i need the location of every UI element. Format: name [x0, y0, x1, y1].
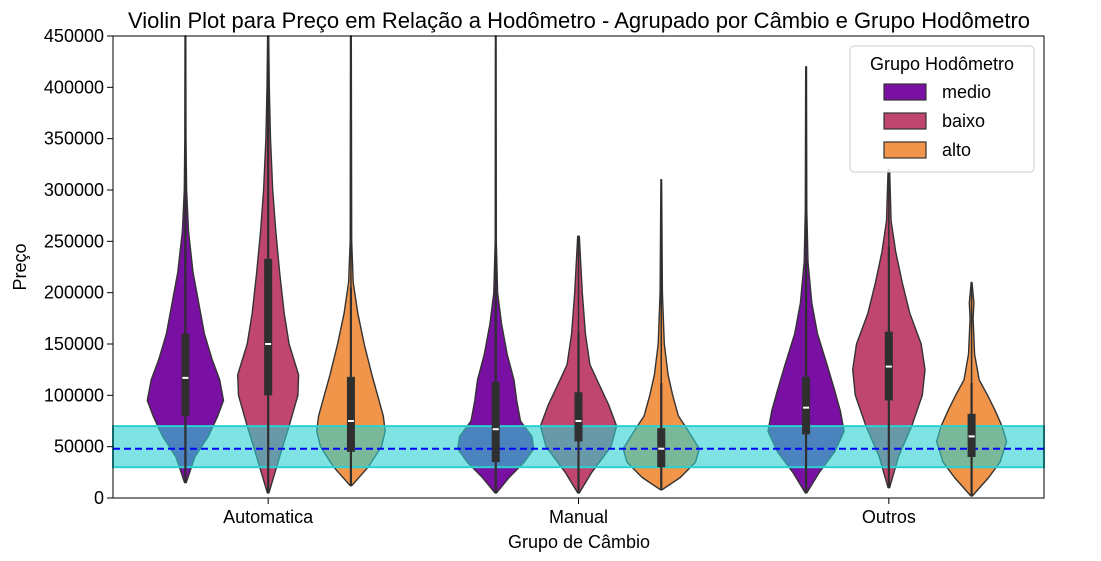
iqr-box-alto-automatica: [346, 376, 355, 452]
y-tick-label: 50000: [54, 437, 104, 457]
x-axis-label: Grupo de Câmbio: [508, 532, 650, 552]
y-tick-label: 0: [94, 488, 104, 508]
chart-title: Violin Plot para Preço em Relação a Hodô…: [128, 8, 1030, 33]
legend-title: Grupo Hodômetro: [870, 54, 1014, 74]
legend-label-alto: alto: [942, 140, 971, 160]
iqr-box-baixo-manual: [574, 392, 583, 442]
y-axis: 0 50000 100000 150000 200000 250000 300000 3500…: [44, 26, 113, 508]
iqr-box-medio-outros: [802, 376, 811, 435]
y-tick-label: 150000: [44, 334, 104, 354]
y-tick-label: 450000: [44, 26, 104, 46]
x-tick-label: Automatica: [223, 507, 314, 527]
x-tick-label: Outros: [862, 507, 916, 527]
y-tick-label: 350000: [44, 129, 104, 149]
legend-frame: [849, 45, 1035, 173]
legend: Grupo Hodômetro medio baixo alto: [849, 45, 1035, 173]
iqr-box-medio-manual: [491, 381, 500, 463]
x-axis: Automatica Manual Outros: [223, 498, 916, 527]
y-tick-label: 100000: [44, 385, 104, 405]
y-tick-label: 250000: [44, 231, 104, 251]
y-tick-label: 400000: [44, 77, 104, 97]
iqr-box-baixo-automatica: [264, 258, 273, 396]
box-layer: [181, 36, 976, 496]
x-tick-label: Manual: [549, 507, 608, 527]
iqr-box-alto-manual: [657, 428, 666, 468]
legend-swatch-medio: [883, 83, 927, 101]
legend-swatch-alto: [883, 141, 927, 159]
legend-swatch-baixo: [883, 112, 927, 130]
y-tick-label: 300000: [44, 180, 104, 200]
y-tick-label: 200000: [44, 283, 104, 303]
legend-label-medio: medio: [942, 82, 991, 102]
y-axis-label: Preço: [10, 243, 30, 290]
legend-label-baixo: baixo: [942, 111, 985, 131]
iqr-box-alto-outros: [967, 413, 976, 457]
iqr-box-medio-automatica: [181, 333, 190, 416]
